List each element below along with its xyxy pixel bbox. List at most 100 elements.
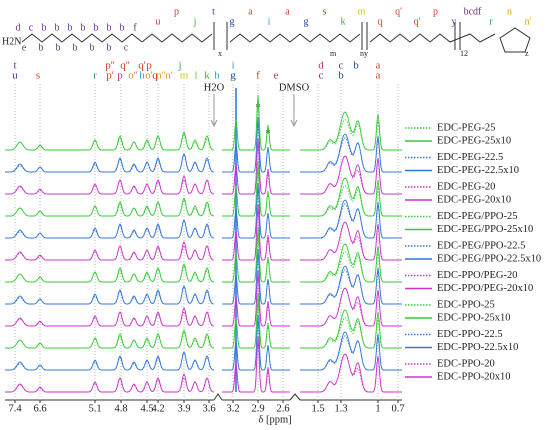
spectrum-trace bbox=[222, 94, 290, 151]
peak-label: i bbox=[231, 60, 234, 72]
spectrum-trace bbox=[5, 218, 215, 239]
peak-label: p'' bbox=[105, 60, 114, 72]
x-tick-label: 2.6 bbox=[276, 403, 289, 414]
spectrum-trace bbox=[5, 372, 215, 393]
alkyl-chain bbox=[21, 33, 143, 43]
spectrum-trace bbox=[300, 137, 402, 173]
atom-label: d bbox=[16, 22, 21, 33]
peak-label: t bbox=[13, 60, 16, 72]
group-label: s bbox=[323, 6, 327, 17]
group-label: n' bbox=[525, 16, 532, 27]
spectrum-trace bbox=[222, 270, 290, 327]
water-note: H2O bbox=[204, 82, 225, 93]
peak-label: q bbox=[152, 70, 158, 82]
spectrum-trace bbox=[300, 353, 402, 393]
peak-label: m bbox=[180, 70, 189, 82]
atom-label: e bbox=[22, 42, 27, 53]
star: * bbox=[265, 128, 270, 139]
group-label: g bbox=[230, 16, 235, 27]
spectrum-trace bbox=[5, 306, 215, 327]
subscript: m bbox=[330, 49, 337, 58]
x-tick-label: 1.5 bbox=[311, 403, 324, 414]
arrow bbox=[290, 94, 298, 128]
spectrum-trace bbox=[300, 185, 402, 217]
group-label: a bbox=[285, 6, 290, 17]
spectrum-trace bbox=[5, 328, 215, 349]
group-label: i bbox=[268, 16, 271, 27]
group-label: q bbox=[378, 16, 383, 27]
arrow bbox=[210, 94, 218, 128]
peak-label: n' bbox=[165, 70, 173, 82]
atom-label: b bbox=[68, 22, 73, 33]
spectrum-trace bbox=[222, 248, 290, 305]
x-tick-label: 2.9 bbox=[251, 403, 264, 414]
peak-label: k bbox=[204, 70, 210, 82]
spectrum-trace bbox=[300, 221, 402, 261]
spectrum-trace bbox=[300, 269, 402, 305]
peak-label: p' bbox=[106, 70, 114, 82]
legend-label: EDC-PPO-25 bbox=[437, 299, 495, 310]
subscript: x bbox=[218, 49, 222, 58]
legend-label: EDC-PEG-20 bbox=[437, 181, 495, 192]
legend-label: EDC-PEG-22.5x10 bbox=[437, 165, 519, 176]
spectrum-trace bbox=[300, 287, 402, 327]
x-tick-label: 7.4 bbox=[8, 403, 22, 414]
group-label: t bbox=[212, 6, 215, 17]
peak-label: o' bbox=[145, 70, 153, 82]
x-tick-label: 0.7 bbox=[391, 403, 404, 414]
legend-label: EDC-PPO-22.5x10 bbox=[437, 342, 518, 353]
group-label: r bbox=[489, 16, 493, 27]
spectrum-trace bbox=[5, 174, 215, 195]
spectrum-trace bbox=[300, 203, 402, 239]
peak-label: h bbox=[214, 70, 220, 82]
peak-label: d bbox=[318, 60, 324, 72]
atom-label: b bbox=[107, 22, 112, 33]
group-label: q' bbox=[395, 6, 402, 17]
spectrum-trace bbox=[5, 350, 215, 371]
spectrum-trace bbox=[300, 133, 402, 173]
legend-label: EDC-PEG-22.5 bbox=[437, 152, 503, 163]
legend-label: EDC-PPO-20 bbox=[437, 358, 495, 369]
spectrum-trace bbox=[222, 292, 290, 349]
atom-label: b bbox=[90, 42, 95, 53]
group-label: m bbox=[358, 6, 366, 17]
polyether bbox=[229, 33, 361, 43]
legend-label: EDC-PPO/PEG-20 bbox=[437, 270, 518, 281]
x-tick-label: 4.2 bbox=[151, 403, 164, 414]
atom-label: b bbox=[120, 22, 125, 33]
subscript: 12 bbox=[460, 49, 468, 58]
legend-label: EDC-PEG-25x10 bbox=[437, 135, 511, 146]
spectrum-trace bbox=[300, 155, 402, 195]
atom-label: b bbox=[39, 42, 44, 53]
x-tick-label: 6.6 bbox=[33, 403, 46, 414]
legend-label: EDC-PEG/PPO-22.5x10 bbox=[437, 253, 541, 264]
spectrum-trace bbox=[222, 182, 290, 239]
legend-label: EDC-PPO/PEG-20x10 bbox=[437, 283, 533, 294]
group-label: k bbox=[341, 16, 346, 27]
spectrum-trace bbox=[300, 353, 402, 393]
group-label: j bbox=[193, 16, 197, 27]
peak-label: u bbox=[12, 70, 18, 82]
spectrum-trace bbox=[5, 240, 215, 261]
spectrum-trace bbox=[300, 243, 402, 283]
peak-label: s bbox=[36, 70, 40, 82]
x-tick-label: 1.3 bbox=[334, 403, 347, 414]
spectrum-trace bbox=[222, 314, 290, 371]
peak-label: g bbox=[230, 70, 236, 82]
group-label: bcdf bbox=[464, 6, 482, 17]
peak-label: b bbox=[338, 70, 344, 82]
linker bbox=[141, 33, 213, 43]
atom-label: f bbox=[133, 22, 137, 33]
legend-label: EDC-PEG/PPO-25x10 bbox=[437, 224, 533, 235]
peak-label: e bbox=[274, 70, 279, 82]
peak-label: q' bbox=[138, 60, 146, 72]
legend-label: EDC-PEG/PPO-25 bbox=[437, 211, 518, 222]
legend-label: EDC-PEG-25 bbox=[437, 122, 495, 133]
peak-label: h bbox=[139, 70, 145, 82]
peak-label: c bbox=[339, 60, 344, 72]
peak-label: p bbox=[117, 70, 123, 82]
subscript: n bbox=[360, 49, 364, 58]
atom-label: b bbox=[94, 22, 99, 33]
spectrum-trace bbox=[5, 262, 215, 283]
